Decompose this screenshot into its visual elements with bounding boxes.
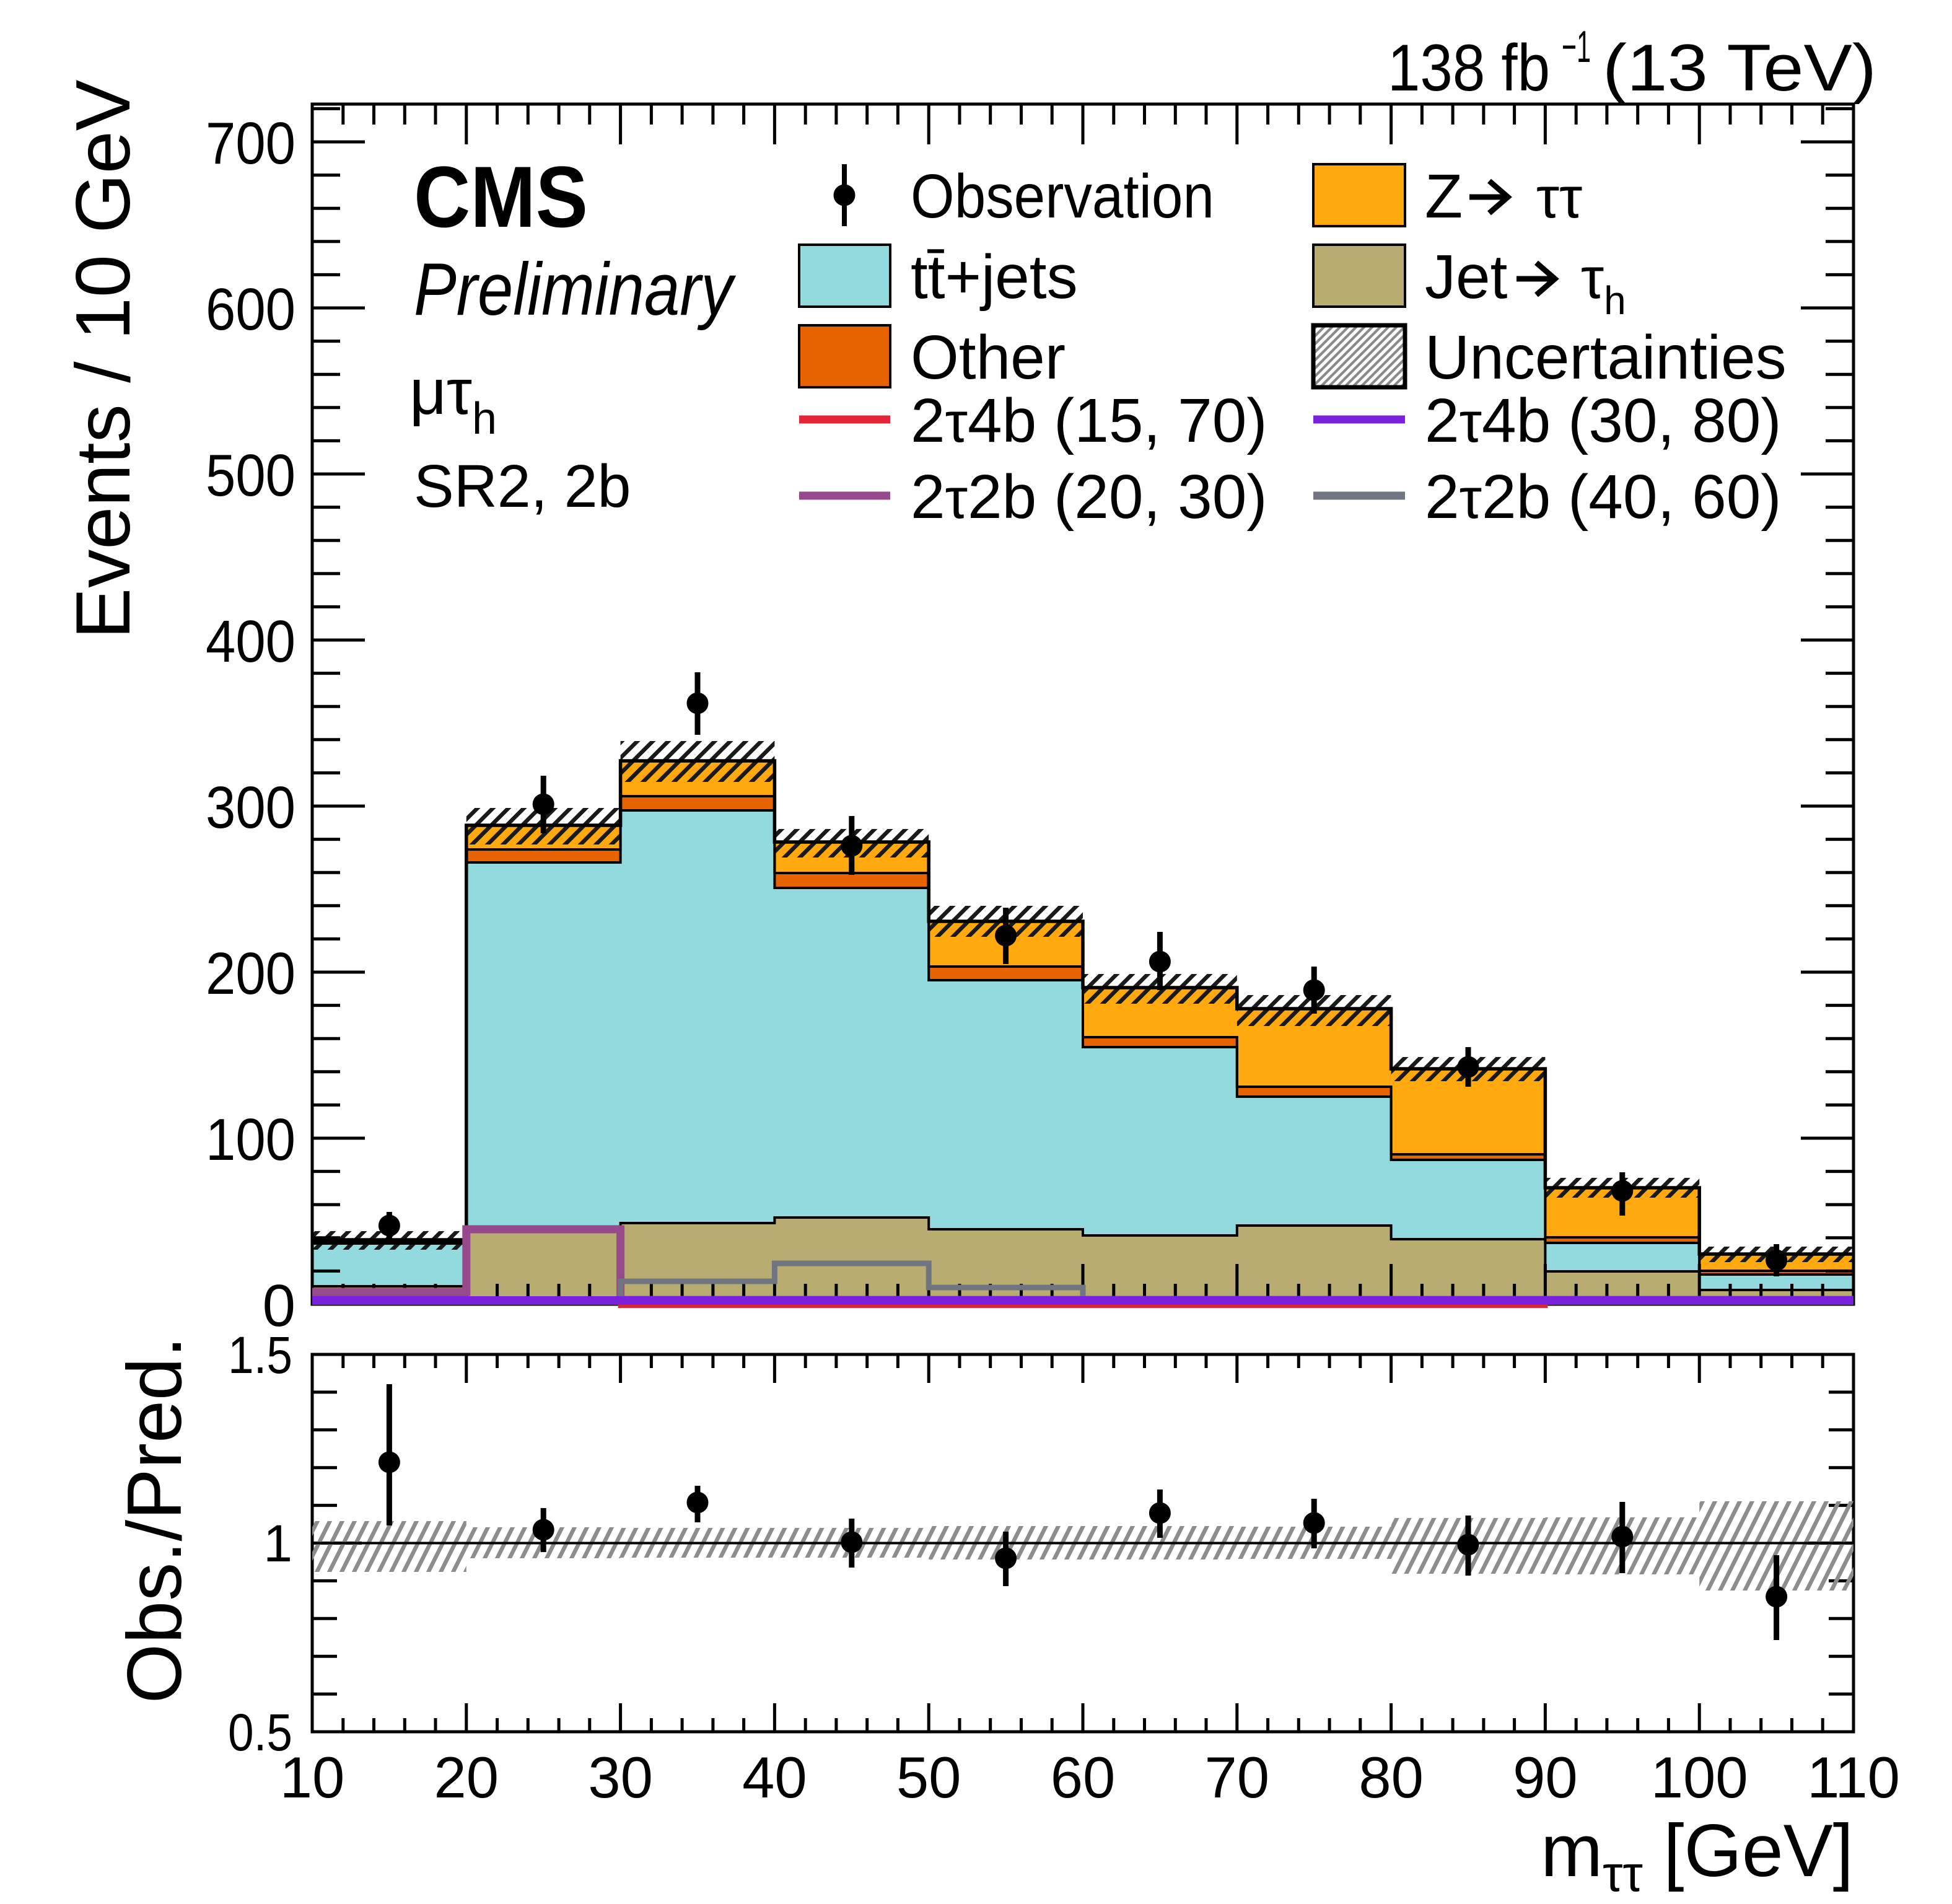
svg-text:500: 500 — [206, 442, 295, 509]
svg-text:100: 100 — [206, 1107, 295, 1173]
svg-text:Jet: Jet — [1425, 242, 1508, 312]
svg-text:90: 90 — [1513, 1745, 1578, 1810]
svg-text:1.5: 1.5 — [228, 1326, 292, 1384]
svg-text:0: 0 — [263, 1273, 295, 1339]
svg-text:0.5: 0.5 — [228, 1703, 292, 1761]
svg-text:100: 100 — [1651, 1745, 1748, 1810]
svg-text:80: 80 — [1359, 1745, 1424, 1810]
svg-text:30: 30 — [588, 1745, 653, 1810]
svg-text:2τ4b (30, 80): 2τ4b (30, 80) — [1425, 386, 1782, 455]
svg-text:Other: Other — [911, 323, 1066, 392]
svg-text:2τ2b (40, 60): 2τ2b (40, 60) — [1425, 462, 1782, 532]
svg-text:Observation: Observation — [911, 162, 1214, 231]
svg-text:200: 200 — [206, 941, 295, 1007]
svg-text:10: 10 — [280, 1745, 345, 1810]
svg-text:70: 70 — [1205, 1745, 1270, 1810]
svg-text:Uncertainties: Uncertainties — [1425, 323, 1787, 392]
svg-text:20: 20 — [434, 1745, 499, 1810]
svg-text:(13 TeV): (13 TeV) — [1603, 30, 1876, 105]
svg-text:700: 700 — [206, 110, 295, 177]
svg-text:Events / 10 GeV: Events / 10 GeV — [61, 79, 146, 639]
svg-text:50: 50 — [896, 1745, 961, 1810]
svg-text:400: 400 — [206, 608, 295, 675]
svg-text:40: 40 — [742, 1745, 807, 1810]
svg-text:ττ: ττ — [1536, 165, 1582, 230]
svg-text:Preliminary: Preliminary — [414, 248, 737, 331]
svg-text:1: 1 — [263, 1514, 292, 1573]
svg-text:CMS: CMS — [414, 148, 588, 245]
svg-text:60: 60 — [1051, 1745, 1116, 1810]
svg-text:110: 110 — [1807, 1745, 1900, 1810]
svg-text:Z: Z — [1425, 162, 1463, 231]
svg-text:tt̄+jets: tt̄+jets — [911, 242, 1078, 312]
svg-text:2τ2b (20, 30): 2τ2b (20, 30) — [911, 462, 1267, 532]
svg-text:600: 600 — [206, 276, 295, 343]
svg-text:Obs./Pred.: Obs./Pred. — [112, 1336, 198, 1704]
svg-text:−1: −1 — [1562, 22, 1591, 72]
svg-text:SR2, 2b: SR2, 2b — [414, 452, 631, 520]
svg-text:2τ4b (15, 70): 2τ4b (15, 70) — [911, 386, 1267, 455]
svg-text:300: 300 — [206, 774, 295, 841]
svg-text:138 fb: 138 fb — [1388, 30, 1550, 105]
svg-text:mττ [GeV]: mττ [GeV] — [1541, 1809, 1854, 1902]
